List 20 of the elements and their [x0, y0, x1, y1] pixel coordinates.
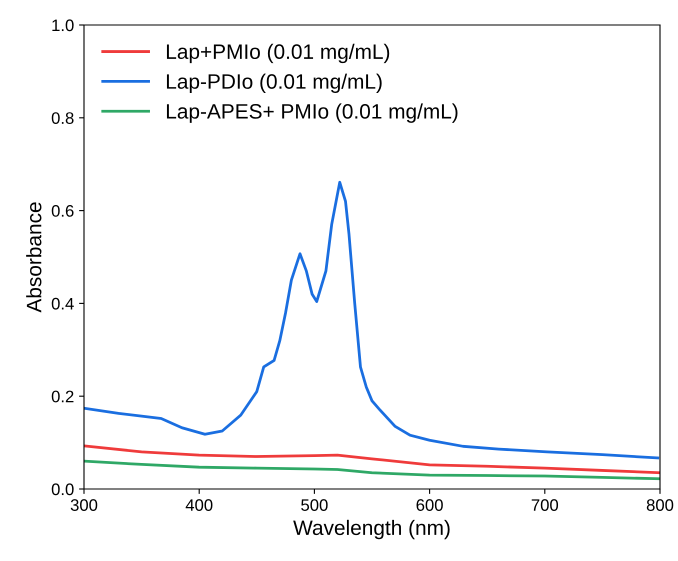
legend-label: Lap+PMIo (0.01 mg/mL)	[166, 44, 390, 64]
y-tick-label: 0.0	[52, 483, 74, 496]
x-tick-label: 300	[70, 499, 98, 511]
line-series	[84, 460, 660, 480]
x-tick-label: 400	[186, 499, 212, 511]
line-series	[84, 444, 660, 474]
x-tick-label: 800	[646, 499, 674, 511]
line-series	[84, 180, 660, 460]
y-tick-label: 1.0	[52, 19, 74, 32]
x-tick-label: 700	[532, 499, 558, 511]
y-tick-label: 0.8	[52, 112, 74, 124]
legend-label: Lap-APES+ PMIo (0.01 mg/mL)	[166, 103, 458, 123]
y-tick-label: 0.2	[52, 390, 74, 402]
legend-label: Lap-PDIo (0.01 mg/mL)	[166, 74, 382, 94]
x-axis-title: Wavelength (nm)	[293, 520, 450, 540]
x-tick-label: 600	[416, 499, 443, 511]
x-tick-label: 500	[301, 499, 328, 511]
y-axis-title: Absorbance	[26, 202, 42, 313]
y-tick-label: 0.6	[52, 205, 74, 217]
y-tick-label: 0.4	[52, 298, 74, 310]
